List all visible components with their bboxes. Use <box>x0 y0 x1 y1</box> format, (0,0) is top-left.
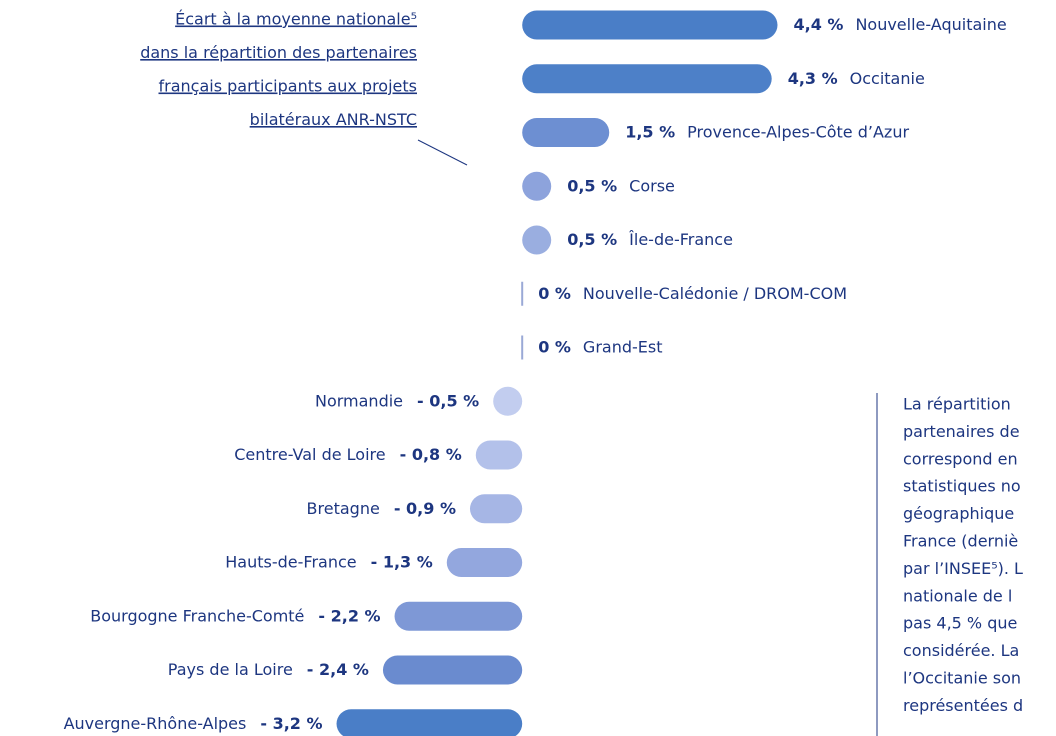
note-line: correspond en <box>903 449 1018 468</box>
category-label: Occitanie <box>850 68 925 87</box>
note-line: partenaires de <box>903 422 1020 441</box>
note-line: par l’INSEE⁵). L <box>903 559 1023 578</box>
bar-label: Centre-Val de Loire - 0,8 % <box>234 445 462 464</box>
value-label: 0,5 % <box>567 230 617 249</box>
category-label: Hauts-de-France <box>225 552 356 571</box>
title-line: bilatéraux ANR-NSTC <box>250 110 417 129</box>
note-line: représentées d <box>903 696 1023 715</box>
note-line: géographique <box>903 504 1014 523</box>
category-label: Provence-Alpes-Côte d’Azur <box>687 122 909 141</box>
bar-label: Hauts-de-France - 1,3 % <box>225 552 433 571</box>
value-label: - 0,9 % <box>394 498 456 517</box>
note-line: France (derniè <box>903 532 1018 551</box>
bar-label: Auvergne-Rhône-Alpes - 3,2 % <box>64 713 323 732</box>
category-label: Nouvelle-Aquitaine <box>855 15 1006 34</box>
note-line: statistiques no <box>903 477 1021 496</box>
value-label: - 0,5 % <box>417 391 479 410</box>
bar <box>522 64 772 94</box>
category-label: Auvergne-Rhône-Alpes <box>64 713 247 732</box>
category-label: Bretagne <box>307 498 380 517</box>
category-label: Nouvelle-Calédonie / DROM-COM <box>583 283 847 302</box>
note-line: considérée. La <box>903 641 1019 660</box>
category-label: Île-de-France <box>628 230 733 249</box>
value-label: 4,3 % <box>788 68 838 87</box>
bar <box>446 548 523 577</box>
bar-label: 0 % Nouvelle-Calédonie / DROM-COM <box>538 283 847 302</box>
bar-label: 4,4 % Nouvelle-Aquitaine <box>793 15 1006 34</box>
bar <box>469 494 523 524</box>
category-label: Grand-Est <box>583 337 663 356</box>
bar-label: 4,3 % Occitanie <box>788 68 925 87</box>
bar <box>522 171 552 201</box>
bar <box>493 386 523 416</box>
value-label: 1,5 % <box>625 122 675 141</box>
bar <box>521 281 524 306</box>
category-label: Centre-Val de Loire <box>234 445 385 464</box>
value-label: 4,4 % <box>793 15 843 34</box>
bar <box>336 709 523 736</box>
value-label: - 2,4 % <box>307 660 369 679</box>
bar-label: 0 % Grand-Est <box>538 337 662 356</box>
value-label: 0,5 % <box>567 176 617 195</box>
title-line: Écart à la moyenne nationale⁵ <box>175 10 417 29</box>
category-label: Bourgogne Franche-Comté <box>90 606 304 625</box>
note-line: pas 4,5 % que <box>903 614 1017 633</box>
note-line: nationale de l <box>903 586 1012 605</box>
bar <box>521 335 524 360</box>
bar-label: Pays de la Loire - 2,4 % <box>168 660 369 679</box>
value-label: 0 % <box>538 337 571 356</box>
bar <box>522 10 778 40</box>
note-line: La répartition <box>903 395 1011 414</box>
value-label: - 2,2 % <box>318 606 380 625</box>
value-label: - 0,8 % <box>400 445 462 464</box>
bar <box>475 440 523 470</box>
value-label: 0 % <box>538 283 571 302</box>
category-label: Normandie <box>315 391 403 410</box>
category-label: Corse <box>629 176 675 195</box>
bar <box>382 655 523 685</box>
title-line: dans la répartition des partenaires <box>140 43 417 62</box>
note-line: l’Occitanie son <box>903 669 1021 688</box>
bar <box>522 118 610 147</box>
value-label: - 1,3 % <box>371 552 433 571</box>
title-pointer <box>417 139 468 166</box>
bar-label: 0,5 % Île-de-France <box>567 230 733 249</box>
title-line: français participants aux projets <box>159 77 418 96</box>
bar-label: 0,5 % Corse <box>567 176 675 195</box>
bar-label: Normandie - 0,5 % <box>315 391 479 410</box>
bar <box>394 601 523 631</box>
bar <box>522 225 552 255</box>
value-label: - 3,2 % <box>260 713 322 732</box>
bar-label: Bourgogne Franche-Comté - 2,2 % <box>90 606 380 625</box>
category-label: Pays de la Loire <box>168 660 293 679</box>
bar-label: 1,5 % Provence-Alpes-Côte d’Azur <box>625 122 909 141</box>
bar-label: Bretagne - 0,9 % <box>307 498 456 517</box>
